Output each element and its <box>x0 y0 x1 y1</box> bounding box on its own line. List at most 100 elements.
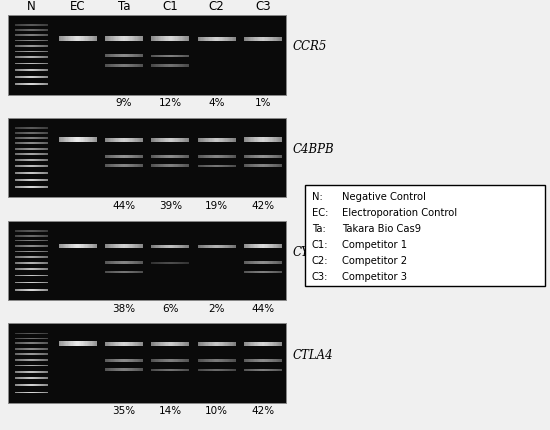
Bar <box>45 268 46 270</box>
Bar <box>19 56 20 58</box>
Bar <box>158 245 159 249</box>
Bar <box>29 83 30 85</box>
Bar <box>26 230 27 232</box>
Bar <box>36 63 37 64</box>
Bar <box>46 45 47 47</box>
Bar <box>38 371 39 373</box>
Text: C2: C2 <box>208 0 224 13</box>
Bar <box>212 369 213 371</box>
Bar <box>46 29 47 31</box>
Bar <box>42 69 43 71</box>
Bar <box>26 274 27 276</box>
Bar <box>178 262 179 264</box>
Bar <box>128 369 129 371</box>
Bar <box>31 45 32 47</box>
Bar <box>46 159 47 161</box>
Bar <box>111 341 113 346</box>
Bar <box>43 338 45 339</box>
Bar <box>201 342 202 346</box>
Bar <box>262 155 263 158</box>
Bar <box>34 338 35 339</box>
Bar <box>34 235 35 237</box>
Bar <box>160 55 161 57</box>
Bar <box>16 353 17 355</box>
Bar <box>142 369 143 371</box>
Bar <box>45 384 46 386</box>
Bar <box>19 256 20 258</box>
Bar <box>41 333 42 335</box>
Bar <box>24 76 25 78</box>
Bar <box>39 371 40 373</box>
Bar <box>39 25 40 26</box>
Bar <box>217 37 218 40</box>
Bar <box>29 392 30 393</box>
Bar <box>79 137 80 142</box>
Bar <box>82 244 84 249</box>
Bar <box>204 369 205 371</box>
Text: Takara Bio Cas9: Takara Bio Cas9 <box>342 224 421 234</box>
Bar <box>88 137 89 142</box>
Bar <box>89 137 90 142</box>
Bar <box>108 155 109 158</box>
Bar <box>16 83 17 85</box>
Bar <box>28 132 29 134</box>
Bar <box>272 137 273 142</box>
Bar <box>28 377 29 379</box>
Bar <box>38 342 39 344</box>
Bar <box>244 261 245 264</box>
Bar <box>20 76 21 78</box>
Bar <box>90 341 92 346</box>
Bar <box>218 155 219 158</box>
Bar <box>279 359 280 362</box>
Bar <box>41 359 42 361</box>
Bar <box>151 369 152 371</box>
Bar <box>167 155 168 158</box>
Bar <box>128 271 129 273</box>
Bar <box>227 165 228 167</box>
Bar <box>272 164 273 167</box>
Bar <box>24 40 25 41</box>
Bar <box>15 359 16 361</box>
Bar <box>186 342 188 346</box>
Bar <box>36 148 37 150</box>
Bar <box>119 261 120 264</box>
Bar <box>36 137 37 138</box>
Bar <box>123 359 124 362</box>
Bar <box>82 36 84 40</box>
Bar <box>29 127 30 129</box>
Bar <box>46 154 47 155</box>
Bar <box>114 164 115 167</box>
Bar <box>272 37 273 40</box>
Bar <box>21 132 23 134</box>
Bar <box>43 377 45 379</box>
Bar <box>34 384 35 386</box>
Bar <box>27 240 28 241</box>
Bar <box>36 338 37 339</box>
Bar <box>21 76 23 78</box>
Bar <box>179 262 180 264</box>
Bar <box>17 348 18 350</box>
Bar <box>227 359 228 362</box>
Bar <box>30 76 31 78</box>
Bar <box>177 245 178 249</box>
Bar <box>129 341 130 346</box>
Bar <box>251 155 253 158</box>
Bar <box>111 155 113 158</box>
Bar <box>168 55 169 57</box>
Bar <box>46 353 47 355</box>
Bar <box>47 268 48 270</box>
Bar <box>105 54 106 57</box>
Bar <box>16 76 17 78</box>
Bar <box>268 244 269 249</box>
Bar <box>38 274 39 276</box>
Bar <box>46 377 47 379</box>
Bar <box>32 235 34 237</box>
Bar <box>30 338 31 339</box>
Bar <box>46 69 47 71</box>
Bar <box>28 338 29 339</box>
Bar <box>46 83 47 85</box>
Bar <box>219 155 221 158</box>
Bar <box>208 165 209 167</box>
Bar <box>37 166 38 167</box>
Bar <box>258 155 259 158</box>
